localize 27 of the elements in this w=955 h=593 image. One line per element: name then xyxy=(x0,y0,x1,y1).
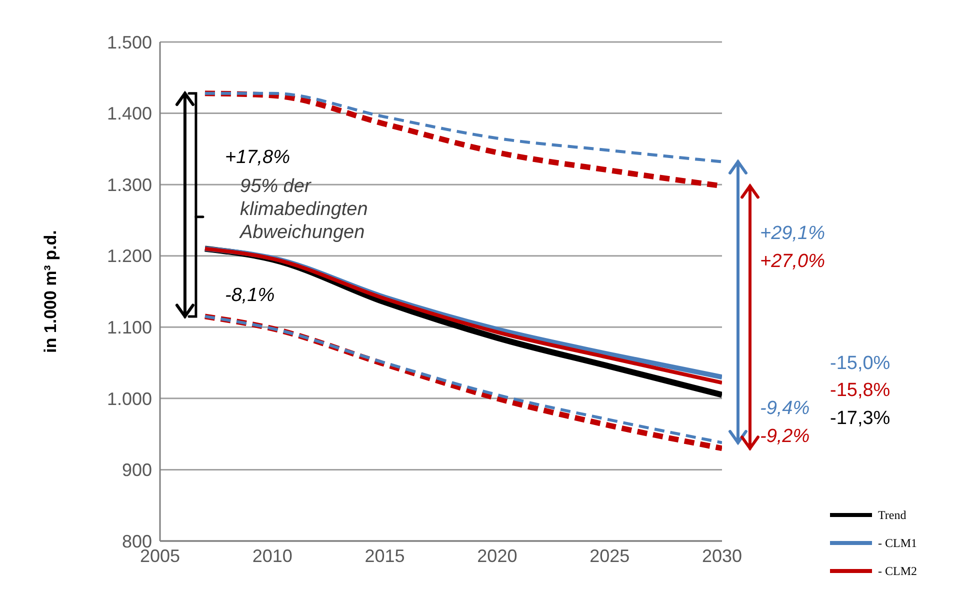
y-tick-label: 1.100 xyxy=(106,318,152,338)
y-axis-title: in 1.000 m³ p.d. xyxy=(41,230,60,353)
annotation: +17,8% xyxy=(225,147,290,168)
y-tick-label: 1.300 xyxy=(106,174,152,195)
annotation: 95% der klimabedingten Abweichungen xyxy=(239,176,368,243)
text: -9,4% xyxy=(760,398,810,419)
y-tick-label: 900 xyxy=(122,460,152,480)
x-tick-label: 2015 xyxy=(364,546,405,566)
x-tick-label: 2010 xyxy=(252,546,292,566)
text: +27,0% xyxy=(760,251,826,272)
line-series xyxy=(203,92,722,164)
y-tick-label: 1.500 xyxy=(106,32,152,52)
y-tick-label: 1.400 xyxy=(106,104,152,124)
text: -15,0% xyxy=(830,353,890,374)
y-tick-label: 1.200 xyxy=(106,246,152,266)
text: -15,8% xyxy=(830,380,890,401)
x-tick-label: 2025 xyxy=(590,546,630,566)
text: -9,2% xyxy=(760,426,810,447)
y-tick-label: 1.000 xyxy=(106,388,152,409)
x-tick-label: 2020 xyxy=(477,546,518,566)
text: +29,1% xyxy=(760,223,826,244)
legend-label: - CLM2 xyxy=(878,564,917,578)
legend-label: Trend xyxy=(878,508,906,522)
text: -17,3% xyxy=(830,408,890,429)
annotation: -8,1% xyxy=(225,285,275,306)
x-tick-label: 2030 xyxy=(702,546,742,566)
legend-label: - CLM1 xyxy=(878,536,917,550)
